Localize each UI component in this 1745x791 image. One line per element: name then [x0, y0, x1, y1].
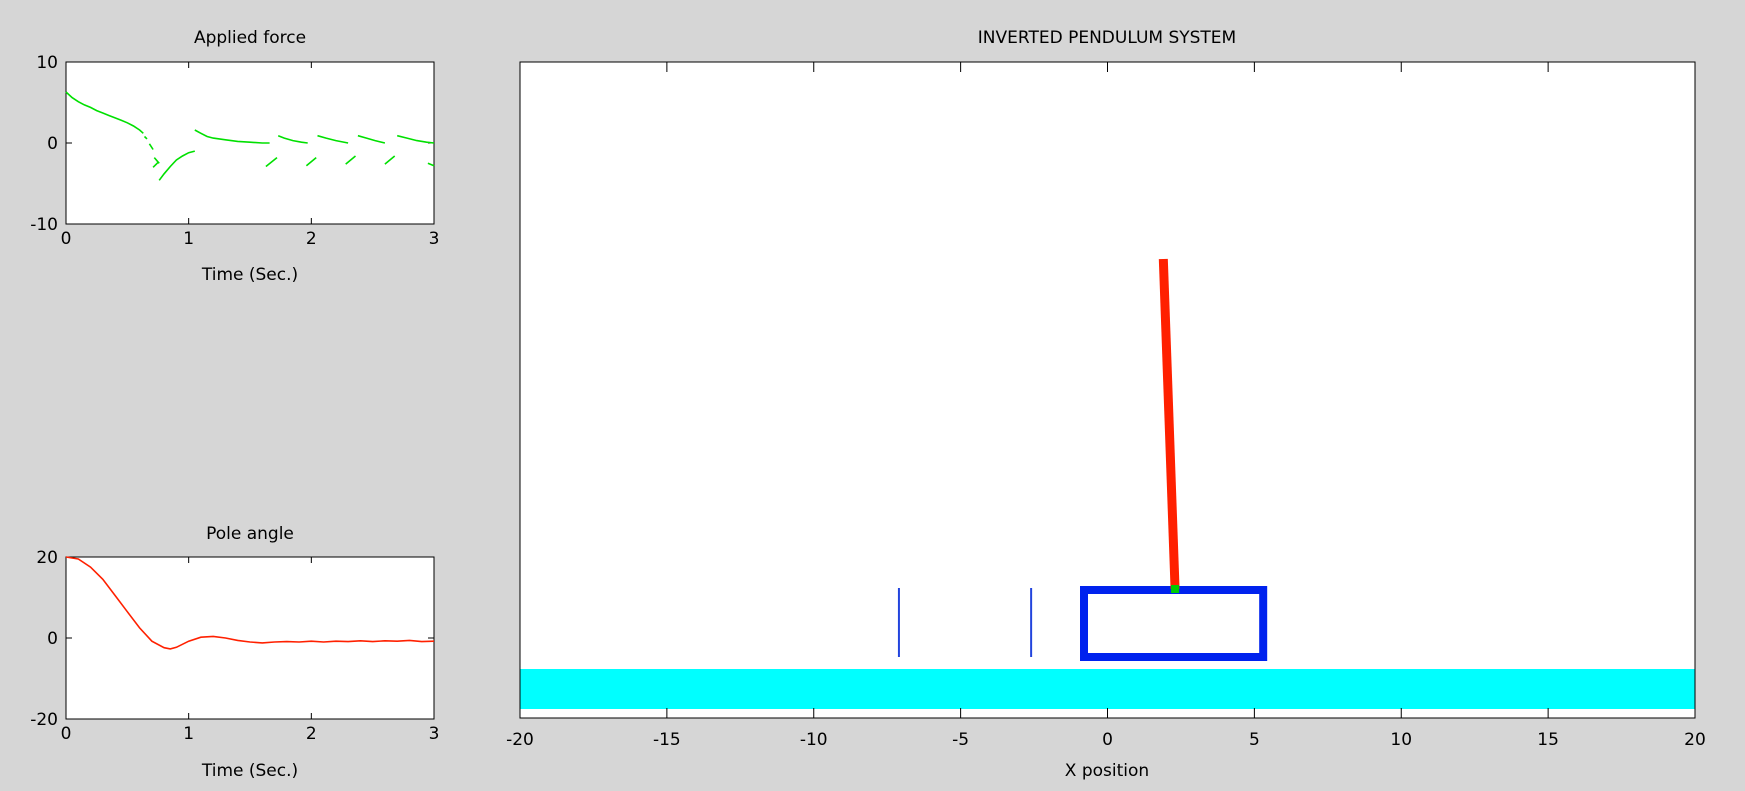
applied-force-line-segment-9	[305, 156, 317, 167]
applied-force-line-segment-8	[277, 134, 308, 144]
applied-force-line-segment-12	[357, 134, 386, 144]
pendulum-xtick-label: 15	[1537, 730, 1559, 750]
applied-force-line-segment-4	[152, 161, 159, 168]
pendulum-xtick-label: 10	[1390, 730, 1412, 750]
applied-force-line-segment-11	[345, 155, 357, 165]
pole	[1158, 258, 1180, 590]
pole-angle-xtick-label: 3	[429, 724, 440, 744]
pendulum-xtick-label: 5	[1249, 730, 1260, 750]
pole-angle-xlabel: Time (Sec.)	[201, 761, 298, 781]
applied-force-line-segment-13	[384, 155, 396, 165]
pendulum-xtick-label: -20	[506, 730, 534, 750]
pendulum-xlabel: X position	[1065, 761, 1149, 781]
pole-angle-xtick-label: 2	[306, 724, 317, 744]
pendulum-ticks: -20 -15 -10 -5 0 5 10 15 20	[506, 62, 1706, 750]
pivot	[1171, 585, 1180, 593]
pendulum-scene	[520, 258, 1695, 709]
pendulum-xtick-label: -5	[952, 730, 969, 750]
applied-force-line-segment-10	[317, 134, 349, 144]
pendulum-xtick-label: -15	[653, 730, 681, 750]
applied-force-line-segment-0	[65, 91, 144, 134]
applied-force-xtick-label: 2	[306, 229, 317, 249]
applied-force-title: Applied force	[194, 28, 306, 48]
applied-force-line-segment-1	[143, 135, 148, 140]
applied-force-xlabel: Time (Sec.)	[201, 265, 298, 285]
pole-angle-series	[65, 556, 435, 650]
applied-force-ytick-label: 10	[36, 53, 58, 73]
applied-force-line-segment-14	[397, 134, 435, 144]
pendulum-xtick-label: 20	[1684, 730, 1706, 750]
pole-angle-ytick-label: 20	[36, 548, 58, 568]
applied-force-ytick-label: -10	[30, 215, 58, 235]
pole-angle-xtick-label: 0	[61, 724, 72, 744]
pole-angle-ytick-label: 0	[47, 629, 58, 649]
pole-angle-xtick-label: 1	[183, 724, 194, 744]
applied-force-line-segment-7	[265, 156, 278, 168]
pendulum-xtick-label: -10	[800, 730, 828, 750]
pole-angle-ytick-label: -20	[30, 710, 58, 730]
pole-angle-line-segment-0	[65, 556, 435, 650]
pendulum-plot: INVERTED PENDULUM SYSTEM X position -20-…	[506, 28, 1706, 781]
pendulum-axes-box	[519, 61, 1696, 719]
applied-force-line-segment-2	[148, 143, 154, 150]
applied-force-line-segment-6	[194, 129, 270, 144]
applied-force-line-segment-3	[153, 157, 160, 164]
applied-force-line-segment-5	[158, 150, 196, 181]
pendulum-xtick-label: 0	[1102, 730, 1113, 750]
applied-force-xtick-label: 1	[183, 229, 194, 249]
applied-force-xtick-label: 3	[429, 229, 440, 249]
applied-force-series	[65, 91, 435, 181]
applied-force-xtick-label: 0	[61, 229, 72, 249]
applied-force-ytick-label: 0	[47, 134, 58, 154]
applied-force-line-segment-15	[427, 162, 435, 167]
pole-angle-title: Pole angle	[206, 524, 294, 544]
pole-angle-axes-box	[65, 556, 435, 720]
pendulum-title: INVERTED PENDULUM SYSTEM	[978, 28, 1236, 48]
track	[520, 669, 1695, 709]
